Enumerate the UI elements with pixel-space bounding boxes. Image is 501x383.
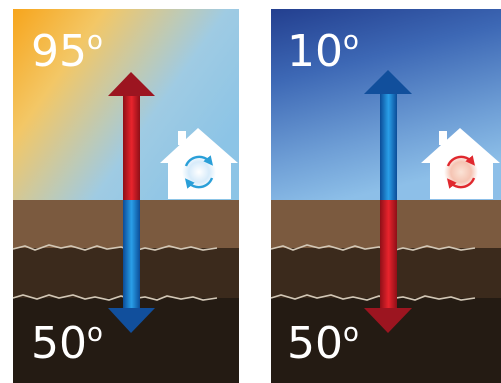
- summer-house: [160, 128, 238, 199]
- winter-soil-crack-1: [270, 244, 476, 252]
- winter-heat-arrow: [364, 70, 412, 333]
- summer-arrow-down-head: [108, 308, 155, 333]
- winter-swirl-icon: [446, 155, 476, 167]
- winter-house: [421, 128, 500, 199]
- summer-swirl-icon-lower: [184, 177, 214, 189]
- summer-heat-arrow: [108, 72, 155, 333]
- winter-surface-temp: 10o: [287, 26, 359, 77]
- summer-surface-temp: 95o: [31, 26, 103, 77]
- winter-panel: 10o 50o: [270, 9, 501, 383]
- winter-arrow-up-head: [364, 70, 412, 94]
- winter-ground-temp: 50o: [287, 318, 359, 369]
- summer-panel: 95o 50o: [12, 9, 239, 383]
- summer-soil-crack-2: [12, 294, 218, 301]
- summer-soil-crack-1: [12, 244, 218, 252]
- summer-swirl-icon: [184, 155, 214, 167]
- winter-arrow-down-head: [364, 308, 412, 333]
- summer-ground-temp: 50o: [31, 318, 103, 369]
- summer-arrow-up-head: [108, 72, 155, 96]
- winter-soil-crack-2: [270, 294, 476, 301]
- winter-swirl-icon-lower: [446, 177, 476, 189]
